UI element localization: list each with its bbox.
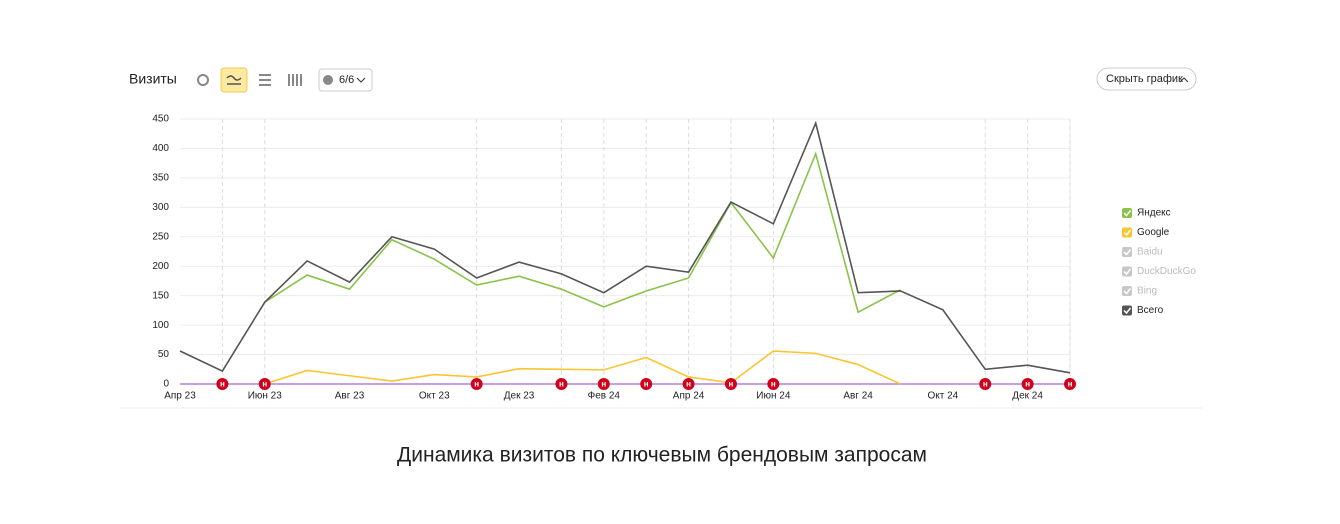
series-line xyxy=(264,350,901,385)
x-tick-label: Апр 23 xyxy=(164,391,196,402)
legend-check xyxy=(1123,249,1132,256)
annotation-letter: н xyxy=(1025,380,1030,389)
bar-icon[interactable] xyxy=(288,74,302,86)
annotation-marker[interactable]: н xyxy=(724,378,737,390)
y-tick-label: 150 xyxy=(152,290,169,301)
x-tick-label: Авг 23 xyxy=(335,391,365,402)
annotation-bubble xyxy=(470,378,483,390)
legend-label: Bing xyxy=(1137,286,1157,297)
series-line xyxy=(179,120,1071,374)
y-tick-label: 450 xyxy=(152,114,169,125)
annotation-marker[interactable]: н xyxy=(470,378,483,390)
legend-check xyxy=(1123,307,1132,315)
view-buttons[interactable] xyxy=(197,67,302,93)
x-tick-label: Фев 24 xyxy=(588,391,621,402)
annotation-bubble xyxy=(979,378,992,390)
annotation-bubble xyxy=(640,378,653,390)
segments-button[interactable] xyxy=(318,68,373,92)
line-icon xyxy=(226,75,242,85)
chevron xyxy=(356,77,366,83)
pie-icon[interactable] xyxy=(197,74,209,86)
hide-chart-button[interactable] xyxy=(1096,67,1197,91)
annotation-bubble xyxy=(216,378,229,390)
series-line xyxy=(264,151,901,314)
y-tick-label: 200 xyxy=(152,261,169,272)
annotation-letter: н xyxy=(644,380,649,389)
annotation-bubble xyxy=(555,378,568,390)
annotation-letter: н xyxy=(983,380,988,389)
x-tick-label: Дек 23 xyxy=(504,391,535,402)
annotation-bubble xyxy=(767,378,780,390)
segments-label: 6/6 xyxy=(339,74,354,86)
legend-checkbox[interactable] xyxy=(1122,208,1132,218)
annotation-marker[interactable]: н xyxy=(555,378,568,390)
x-tick-label: Апр 24 xyxy=(673,391,705,402)
area-icon[interactable] xyxy=(259,74,271,86)
annotation-letter: н xyxy=(771,380,776,389)
legend-label: Google xyxy=(1137,227,1170,238)
annotation-bubble xyxy=(258,378,271,390)
annotation-marker[interactable]: н xyxy=(979,378,992,390)
annotation-letter: н xyxy=(559,380,564,389)
y-tick-label: 0 xyxy=(163,379,169,390)
annotation-letter: н xyxy=(262,380,267,389)
chart-caption: Динамика визитов по ключевым брендовым з… xyxy=(397,444,927,467)
x-tick-label: Июн 24 xyxy=(756,391,791,402)
annotation-marker[interactable]: н xyxy=(682,378,695,390)
annotation-marker[interactable]: н xyxy=(258,378,271,390)
y-tick-label: 50 xyxy=(158,349,170,360)
annotation-marker[interactable]: н xyxy=(1064,378,1076,390)
x-tick-label: Июн 23 xyxy=(248,391,283,402)
legend-checkbox[interactable] xyxy=(1122,247,1132,257)
annotation-bubble xyxy=(682,378,695,390)
annotation-letter: н xyxy=(686,380,691,389)
annotation-marker[interactable]: н xyxy=(1021,378,1034,390)
x-tick-label: Окт 23 xyxy=(419,391,450,402)
y-tick-label: 300 xyxy=(152,202,169,213)
annotation-marker[interactable]: н xyxy=(767,378,780,390)
legend-label: Всего xyxy=(1137,305,1164,316)
hide-chart-label: Скрыть график xyxy=(1106,73,1183,85)
x-tick-label: Окт 24 xyxy=(927,391,958,402)
segments-icon xyxy=(323,75,333,85)
annotation-marker[interactable]: н xyxy=(597,378,610,390)
legend-check xyxy=(1123,229,1132,237)
y-tick-label: 400 xyxy=(152,143,169,154)
annotation-bubble xyxy=(1064,378,1076,390)
annotation-letter: н xyxy=(601,380,606,389)
legend-label: DuckDuckGo xyxy=(1137,266,1196,277)
x-tick-label: Авг 24 xyxy=(843,391,873,402)
x-tick-label: Дек 24 xyxy=(1012,391,1043,402)
y-tick-label: 350 xyxy=(152,173,169,184)
annotation-bubble xyxy=(597,378,610,390)
y-tick-label: 100 xyxy=(152,320,169,331)
legend-checkbox[interactable] xyxy=(1122,266,1132,277)
annotation-marker[interactable]: н xyxy=(216,378,229,390)
legend-checkbox[interactable] xyxy=(1122,286,1132,296)
legend-check xyxy=(1123,288,1132,295)
y-tick-label: 250 xyxy=(152,231,169,242)
line-view-button[interactable] xyxy=(220,67,248,93)
annotation-letter: н xyxy=(729,380,734,389)
legend-label: Baidu xyxy=(1137,247,1163,258)
annotation-letter: н xyxy=(1068,380,1073,389)
annotation-letter: н xyxy=(474,380,479,389)
legend-check xyxy=(1123,268,1132,276)
legend-checkbox[interactable] xyxy=(1122,227,1132,238)
annotation-bubble xyxy=(724,378,737,390)
legend-label: Яндекс xyxy=(1137,208,1171,219)
legend-check xyxy=(1123,210,1132,217)
annotation-bubble xyxy=(1021,378,1034,390)
chevron xyxy=(1179,77,1189,83)
metric-title: Визиты xyxy=(129,71,177,87)
annotation-marker[interactable]: н xyxy=(640,378,653,390)
legend-checkbox[interactable] xyxy=(1122,305,1132,316)
annotation-letter: н xyxy=(220,380,225,389)
